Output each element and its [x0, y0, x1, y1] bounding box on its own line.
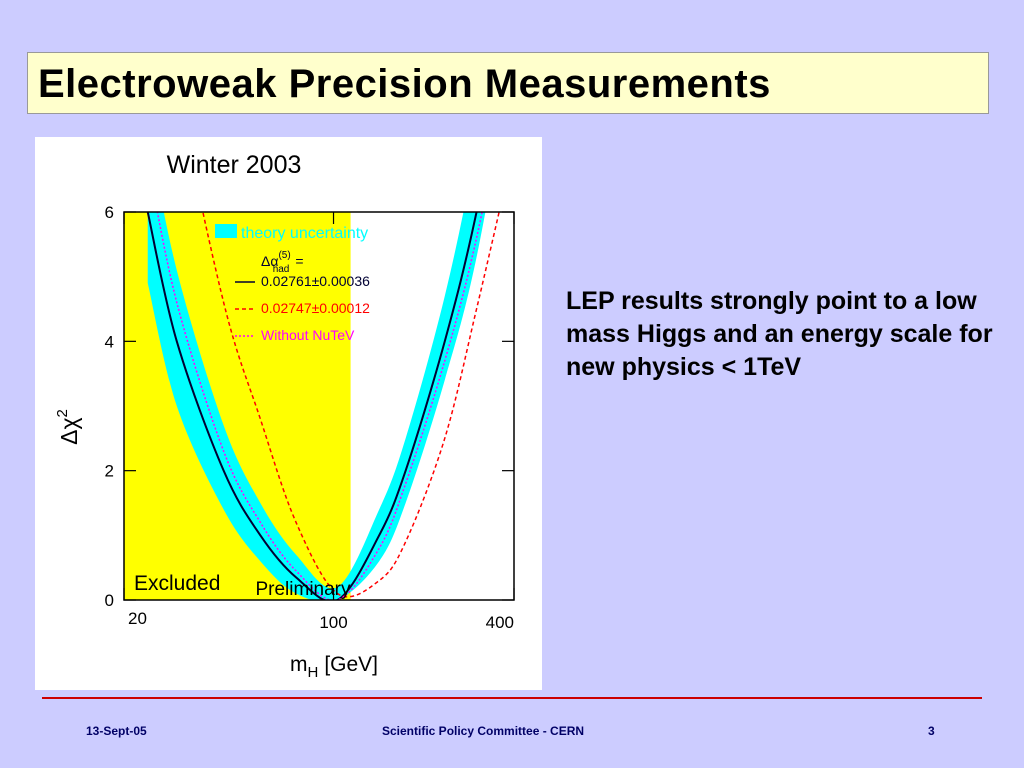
footer-date: 13-Sept-05 — [86, 724, 147, 738]
legend-title-suffix: = — [295, 253, 303, 269]
legend-label: 0.02761±0.00036 — [261, 273, 370, 289]
footer-center: Scientific Policy Committee - CERN — [382, 724, 585, 738]
x-label-unit: [GeV] — [324, 653, 378, 676]
legend-title: Δα(5) had = — [261, 250, 304, 275]
legend-label: Without NuTeV — [261, 327, 355, 343]
x-tick-label: 100 — [319, 613, 347, 632]
y-axis-label: Δχ2 — [54, 409, 82, 445]
legend-title-sup: (5) — [278, 250, 290, 261]
y-label-sup: 2 — [54, 409, 71, 417]
footer-rule — [42, 697, 982, 699]
x-label-sub: H — [307, 664, 318, 681]
y-tick-label: 2 — [105, 462, 114, 481]
x-tick-label: 20 — [128, 609, 147, 628]
annotation: Preliminary — [255, 579, 351, 600]
footer-page: 3 — [928, 724, 935, 738]
excluded-label: Excluded — [134, 572, 220, 595]
x-tick-label: 400 — [486, 613, 514, 632]
y-tick-label: 0 — [105, 591, 114, 610]
x-axis-label: mH [GeV] — [290, 653, 378, 681]
slide-title: Electroweak Precision Measurements — [27, 52, 989, 114]
legend-label: theory uncertainty — [241, 225, 368, 242]
series-line — [146, 212, 478, 600]
chart-title: Winter 2003 — [167, 151, 302, 179]
body-text: LEP results strongly point to a low mass… — [566, 287, 993, 381]
y-label-main: Δχ — [56, 417, 82, 444]
chart: Winter 2003 Preliminary mH [GeV] Δχ2 Excl… — [54, 151, 515, 681]
legend-label: 0.02747±0.00012 — [261, 300, 370, 316]
uncertainty-band — [147, 212, 486, 600]
plot-area — [124, 212, 500, 600]
legend-title-sub: had — [273, 264, 290, 275]
y-tick-label: 4 — [105, 332, 114, 351]
chart-panel: Winter 2003 Preliminary mH [GeV] Δχ2 Excl… — [35, 137, 542, 690]
legend-title-main: Δα — [261, 253, 278, 269]
y-tick-label: 6 — [105, 203, 114, 222]
legend-swatch — [215, 224, 237, 238]
plot-frame — [123, 211, 515, 601]
x-label-main: m — [290, 653, 308, 676]
